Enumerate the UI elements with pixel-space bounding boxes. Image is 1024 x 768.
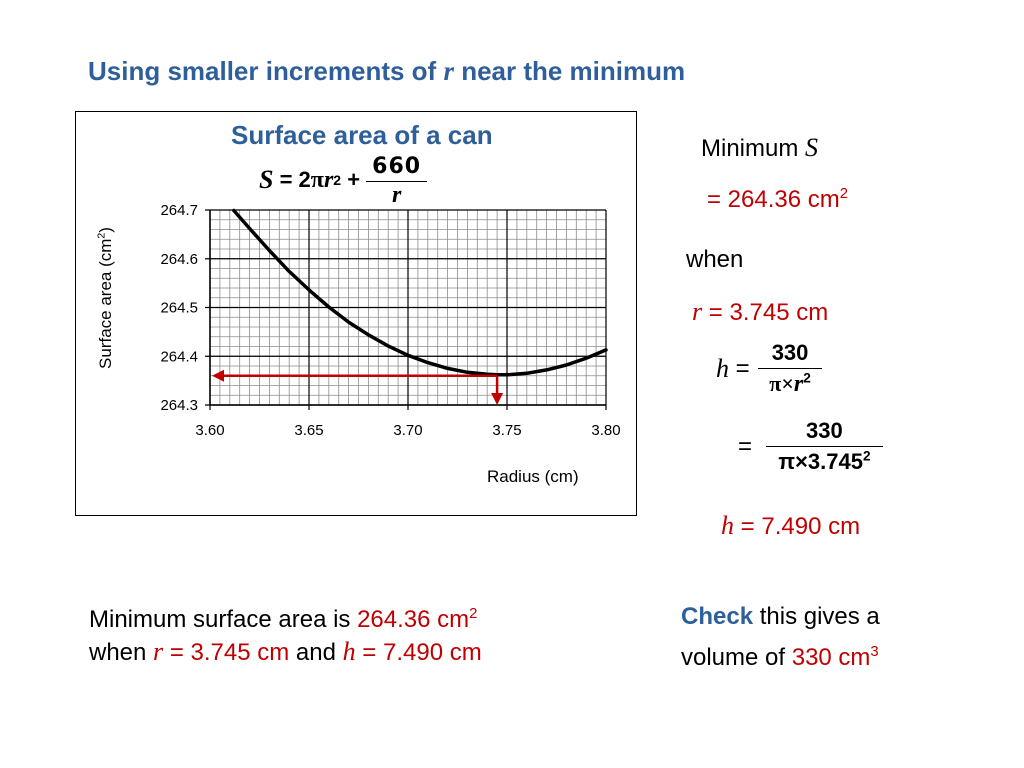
x-tick-label: 3.75 — [492, 422, 521, 439]
summary-line1-value: 264.36 cm — [357, 606, 470, 633]
y-tick-label: 264.7 — [160, 202, 198, 219]
minimum-label-text: Minimum — [701, 135, 806, 162]
heading-text: Using smaller increments of — [88, 56, 444, 86]
h-substitution: = 330 π×3.7452 — [738, 418, 883, 475]
annotation-left-arrowhead — [212, 369, 224, 382]
h-numerator: 330 — [757, 340, 823, 369]
summary-h-var: h — [342, 637, 356, 666]
check-line1: Check this gives a — [681, 596, 880, 637]
summary-when: when — [89, 639, 154, 666]
h-result-text: = 7.490 cm — [734, 513, 861, 540]
s-value-exp: 2 — [839, 186, 849, 202]
check-volume-exp: 3 — [870, 644, 879, 660]
annotation-down-arrowhead — [491, 393, 504, 405]
x-tick-label: 3.60 — [195, 422, 224, 439]
minimum-s-label: Minimum S — [701, 133, 818, 163]
chart-frame: 3.60 3.65 3.70 3.75 3.80 264.3 264.4 264.5 264.6… — [75, 111, 637, 516]
x-axis-label: Radius (cm) — [487, 467, 579, 486]
h-den-r: r — [793, 371, 804, 397]
formula-denominator: r — [391, 182, 402, 208]
heading-text-end: near the minimum — [453, 56, 686, 86]
formula-r: r — [323, 166, 334, 193]
x-tick-label: 3.80 — [591, 422, 620, 439]
check-line2: volume of 330 cm3 — [681, 637, 880, 678]
h-formula: h = 330 π×r2 — [716, 340, 823, 398]
summary-line2: when r = 3.745 cm and h = 7.490 cm — [89, 636, 482, 669]
y-tick-label: 264.4 — [160, 348, 198, 365]
y-axis-label: Surface area (cm2) — [95, 227, 116, 369]
slide-heading: Using smaller increments of r near the m… — [88, 56, 685, 87]
formula-numerator: 660 — [366, 154, 428, 182]
series-line — [232, 208, 608, 377]
formula-pi: π — [310, 166, 324, 193]
when-label: when — [686, 246, 744, 273]
r-var: r — [692, 297, 703, 326]
x-tick-label: 3.65 — [294, 422, 323, 439]
series-layer — [232, 208, 608, 377]
summary-line1: Minimum surface area is 264.36 cm2 — [89, 604, 482, 636]
y-axis-label-close: ) — [96, 227, 115, 233]
formula-s: S — [259, 165, 274, 194]
summary-and: and — [289, 639, 343, 666]
check-volume-label: volume of — [681, 644, 792, 671]
h-den-pi: π× — [769, 371, 794, 396]
summary-line1-text: Minimum surface area is — [89, 606, 358, 633]
summary: Minimum surface area is 264.36 cm2 when … — [89, 604, 482, 669]
y-axis-label-exp: 2 — [95, 232, 108, 239]
h-fraction: 330 π×r2 — [757, 340, 823, 398]
tick-labels: 3.60 3.65 3.70 3.75 3.80 264.3 264.4 264.5 264.6… — [160, 202, 620, 439]
y-tick-label: 264.3 — [160, 397, 198, 414]
chart-svg: 3.60 3.65 3.70 3.75 3.80 264.3 264.4 264.5 264.6… — [160, 202, 620, 439]
minimum-s-value: = 264.36 cm2 — [707, 186, 848, 214]
formula-plus: + — [341, 167, 367, 192]
formula-eq: = 2 — [273, 167, 311, 192]
x-tick-label: 3.70 — [393, 422, 422, 439]
h-sub-fraction: 330 π×3.7452 — [766, 418, 883, 475]
minimum-s-var: S — [805, 133, 819, 162]
check-rest: this gives a — [753, 603, 880, 630]
s-value-text: = 264.36 cm — [707, 186, 840, 213]
h-sub-den-exp: 2 — [862, 448, 871, 464]
h-result-var: h — [721, 511, 734, 540]
r-value-text: = 3.745 cm — [702, 299, 829, 326]
r-value: r = 3.745 cm — [692, 297, 828, 327]
h-eq: = — [729, 355, 750, 382]
summary-r-value: = 3.745 cm — [163, 639, 290, 666]
h-result: h = 7.490 cm — [721, 511, 860, 541]
summary-line1-exp: 2 — [469, 606, 478, 622]
h-denominator: π×r2 — [763, 369, 817, 398]
summary-h-value: = 7.490 cm — [355, 639, 482, 666]
y-tick-label: 264.5 — [160, 300, 198, 317]
h-var: h — [716, 354, 729, 383]
formula-fraction: 660 r — [366, 154, 428, 208]
h-sub-eq: = — [738, 432, 753, 460]
check-bold: Check — [681, 603, 754, 630]
check-note: Check this gives a volume of 330 cm3 — [681, 596, 880, 678]
y-tick-label: 264.6 — [160, 251, 198, 268]
annotation-layer — [212, 369, 504, 405]
y-axis-label-text: Surface area (cm — [96, 238, 115, 369]
check-volume-value: 330 cm — [791, 644, 871, 671]
chart-title: Surface area of a can — [231, 120, 493, 150]
chart-formula: S = 2 π r 2 + 660 r — [259, 154, 428, 208]
summary-r-var: r — [153, 637, 164, 666]
h-sub-denominator: π×3.7452 — [772, 447, 876, 475]
major-grid — [205, 209, 607, 410]
heading-variable: r — [443, 56, 454, 86]
h-den-exp: 2 — [803, 370, 811, 386]
h-sub-den-text: π×3.745 — [778, 449, 863, 474]
h-sub-numerator: 330 — [766, 418, 883, 447]
